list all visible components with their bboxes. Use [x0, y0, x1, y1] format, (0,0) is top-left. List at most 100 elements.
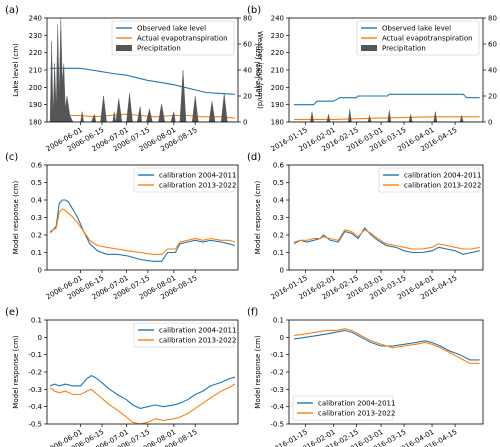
y-tick-label: -0.4: [270, 403, 284, 411]
y-tick-label: 0.2: [273, 232, 284, 240]
series-line: [49, 374, 236, 409]
y-tick-label: 210: [29, 67, 42, 75]
legend-entry: Observed lake level: [137, 25, 206, 33]
series-precipitation-area: [293, 108, 480, 122]
y-tick-label: 0.3: [273, 214, 284, 222]
y-tick-label: -0.2: [28, 369, 42, 377]
y-tick-label: 0.1: [31, 317, 42, 325]
y-tick-label: 0.1: [31, 249, 42, 257]
legend-box: [356, 20, 480, 56]
y-tick-label: 190: [29, 101, 42, 109]
y-axis-label: Lake level (cm): [254, 43, 262, 97]
y-tick-label: 0.3: [31, 214, 42, 222]
y-tick-label: 0.1: [273, 249, 284, 257]
y-tick-label: 0.5: [31, 179, 42, 187]
series-precipitation-area: [49, 18, 235, 122]
y2-axis-label: Weather input (mm/d): [256, 31, 264, 109]
legend-swatch: [361, 45, 377, 51]
series-line: [50, 67, 235, 95]
panel-label: (b): [247, 5, 261, 16]
y-tick-label: 0: [38, 334, 42, 342]
y2-tick-label: 20: [488, 93, 497, 101]
legend-entry: calibration 2013-2022: [318, 410, 395, 418]
y-tick-label: 220: [29, 49, 42, 57]
y-tick-label: 230: [271, 32, 284, 40]
y-axis-label: Model response (cm): [254, 181, 262, 255]
y-tick-label: -0.3: [28, 386, 42, 394]
legend-entry: calibration 2004-2011: [404, 172, 481, 180]
y-tick-label: 0.5: [273, 179, 284, 187]
y-tick-label: 0: [38, 267, 42, 275]
legend-entry: calibration 2013-2022: [159, 337, 236, 345]
y-tick-label: 240: [29, 15, 42, 23]
legend-swatch: [116, 45, 132, 51]
y-tick-label: -0.2: [270, 369, 284, 377]
legend-box: [133, 322, 235, 348]
legend-entry: Actual evapotranspiration: [137, 35, 228, 43]
y-tick-label: 180: [271, 119, 284, 127]
y-tick-label: 0: [280, 267, 284, 275]
panel-label: (e): [5, 307, 19, 318]
legend-entry: Actual evapotranspiration: [382, 35, 473, 43]
legend-entry: calibration 2004-2011: [159, 327, 236, 335]
series-line: [50, 113, 235, 119]
y-tick-label: 0.4: [273, 197, 285, 205]
series-line: [49, 199, 236, 262]
y2-tick-label: 20: [243, 93, 252, 101]
y-tick-label: 190: [271, 101, 284, 109]
y-tick-label: 240: [271, 15, 284, 23]
y-tick-label: 0.4: [31, 197, 43, 205]
series-line: [293, 328, 480, 364]
legend-box: [378, 167, 480, 193]
y-tick-label: -0.1: [270, 351, 284, 359]
y2-tick-label: 60: [243, 41, 252, 49]
y-tick-label: 210: [271, 67, 284, 75]
panel-label: (f): [247, 307, 258, 318]
y2-tick-label: 40: [488, 67, 497, 75]
series-line: [49, 383, 236, 424]
legend-entry: Precipitation: [382, 45, 426, 53]
y-tick-label: -0.4: [28, 403, 42, 411]
series-line: [293, 227, 480, 255]
legend-box: [111, 20, 235, 56]
y-tick-label: -0.1: [28, 351, 42, 359]
legend-entry: Precipitation: [137, 45, 181, 53]
panel-label: (a): [5, 5, 19, 16]
y-tick-label: 0.6: [273, 162, 285, 170]
legend-box: [133, 167, 235, 193]
series-line: [49, 208, 236, 255]
y2-tick-label: 0: [488, 119, 492, 127]
y-tick-label: 0.1: [273, 317, 284, 325]
y-tick-label: 0.2: [31, 232, 42, 240]
legend-entry: Observed lake level: [382, 25, 451, 33]
legend-entry: calibration 2004-2011: [318, 400, 395, 408]
y-tick-label: -0.3: [270, 386, 284, 394]
y-tick-label: 0: [280, 334, 284, 342]
y-tick-label: 200: [271, 84, 284, 92]
y-axis-label: Model response (cm): [12, 335, 20, 409]
y2-tick-label: 40: [243, 67, 252, 75]
legend-box: [292, 395, 394, 421]
y2-tick-label: 80: [488, 15, 497, 23]
legend-entry: calibration 2013-2022: [404, 182, 481, 190]
legend-entry: calibration 2013-2022: [159, 182, 236, 190]
legend-entry: calibration 2004-2011: [159, 172, 236, 180]
y2-tick-label: 80: [243, 15, 252, 23]
series-line: [293, 93, 480, 106]
series-line: [293, 329, 480, 361]
y-tick-label: -0.5: [28, 421, 42, 429]
y-tick-label: 220: [271, 49, 284, 57]
y-tick-label: 180: [29, 119, 42, 127]
y-tick-label: 0.6: [31, 162, 43, 170]
y-axis-label: Model response (cm): [254, 335, 262, 409]
panel-label: (c): [5, 152, 18, 163]
y-tick-label: 200: [29, 84, 42, 92]
y2-tick-label: 0: [243, 119, 247, 127]
y-axis-label: Model response (cm): [12, 181, 20, 255]
series-line: [293, 116, 480, 120]
y2-tick-label: 60: [488, 41, 497, 49]
panel-label: (d): [247, 152, 261, 163]
series-line: [293, 229, 480, 250]
y-axis-label: Lake level (cm): [12, 43, 20, 97]
